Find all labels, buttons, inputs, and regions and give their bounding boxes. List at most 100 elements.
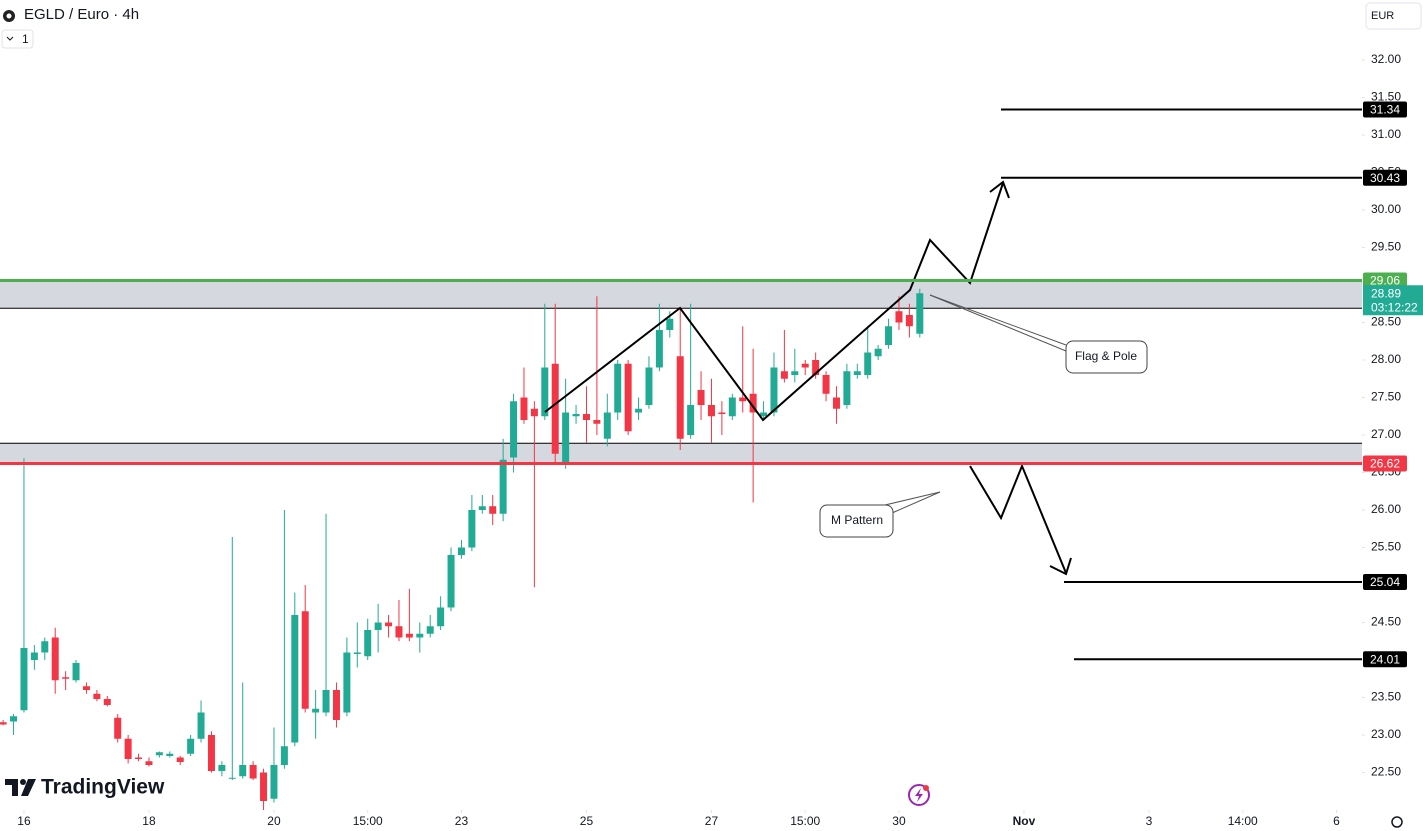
price-tag bbox=[1363, 651, 1407, 668]
candle-body bbox=[332, 690, 340, 720]
candle-body bbox=[114, 717, 122, 739]
candle-body bbox=[770, 367, 778, 413]
candle-body bbox=[624, 363, 632, 432]
collapse-label: 1 bbox=[22, 32, 29, 46]
x-tick-label: 16 bbox=[17, 814, 31, 828]
y-tick-label: 32.00 bbox=[1371, 52, 1401, 66]
candle-body bbox=[239, 765, 247, 777]
candle-body bbox=[645, 367, 653, 405]
price-tag-label: 29.06 bbox=[1370, 274, 1400, 288]
x-tick-label: 15:00 bbox=[353, 814, 383, 828]
y-tick-label: 30.00 bbox=[1371, 202, 1401, 216]
candle-body bbox=[291, 615, 299, 743]
candle-body bbox=[666, 318, 674, 330]
candle-body bbox=[187, 738, 195, 754]
x-tick-label: 15:00 bbox=[790, 814, 820, 828]
logo-mark bbox=[5, 779, 18, 796]
x-tick-label: 3 bbox=[1146, 814, 1153, 828]
candle-body bbox=[270, 765, 278, 799]
candle-body bbox=[301, 611, 309, 709]
candle-body bbox=[707, 405, 715, 417]
candle-body bbox=[478, 506, 486, 510]
candle-body bbox=[603, 412, 611, 439]
candles bbox=[0, 288, 924, 810]
candle-body bbox=[93, 693, 101, 699]
candle-body bbox=[822, 375, 830, 394]
candle-body bbox=[760, 412, 768, 417]
candle-body bbox=[791, 371, 799, 375]
candle-body bbox=[228, 777, 236, 779]
candle-body bbox=[739, 397, 747, 402]
candle-body bbox=[874, 348, 882, 357]
candle-body bbox=[343, 652, 351, 713]
candle-body bbox=[20, 648, 28, 711]
settings-icon[interactable] bbox=[1391, 816, 1403, 828]
currency-button[interactable] bbox=[1365, 2, 1422, 30]
candle-body bbox=[457, 547, 465, 555]
collapse-button[interactable] bbox=[1, 29, 34, 49]
y-tick-label: 27.00 bbox=[1371, 427, 1401, 441]
candle-body bbox=[905, 315, 913, 327]
event-icon[interactable] bbox=[908, 784, 930, 806]
zone bbox=[0, 443, 1362, 464]
flag-callout: Flag & Pole bbox=[929, 294, 1148, 374]
x-tick-label: 20 bbox=[267, 814, 281, 828]
candle-body bbox=[468, 510, 476, 548]
candle-body bbox=[395, 626, 403, 638]
zone bbox=[0, 280, 1362, 309]
candle-body bbox=[103, 699, 111, 705]
price-tag bbox=[1363, 169, 1407, 186]
candle-body bbox=[374, 622, 382, 630]
candle-body bbox=[541, 367, 549, 417]
price-tag-label: 26.62 bbox=[1370, 457, 1400, 471]
symbol-icon bbox=[6, 13, 12, 19]
candle-body bbox=[885, 326, 893, 345]
y-tick-label: 24.50 bbox=[1371, 615, 1401, 629]
candle-body bbox=[530, 408, 538, 417]
candle-body bbox=[676, 356, 684, 439]
candle-body bbox=[30, 652, 38, 660]
pointer bbox=[929, 294, 1067, 352]
candle-body bbox=[41, 641, 49, 653]
last-price-label: 28.89 bbox=[1371, 286, 1401, 300]
candle-body bbox=[749, 393, 757, 413]
candle-body bbox=[614, 363, 622, 413]
logo-mark bbox=[21, 779, 36, 796]
m-callout: M Pattern bbox=[819, 491, 941, 538]
candle-body bbox=[728, 397, 736, 417]
brand-logo: TradingView bbox=[5, 776, 165, 799]
candle-body bbox=[687, 405, 695, 435]
candle-body bbox=[832, 397, 840, 409]
candle-body bbox=[260, 772, 268, 801]
candle-body bbox=[405, 633, 413, 638]
event-dot bbox=[923, 785, 929, 791]
zones bbox=[0, 280, 1362, 464]
currency-label: EUR bbox=[1371, 10, 1394, 22]
arrow-head bbox=[989, 180, 1010, 199]
candle-body bbox=[801, 363, 809, 368]
price-tag-label: 31.34 bbox=[1370, 103, 1400, 117]
candle-body bbox=[197, 712, 205, 739]
y-tick-label: 23.00 bbox=[1371, 727, 1401, 741]
x-tick-label: 25 bbox=[580, 814, 594, 828]
candle-body bbox=[582, 414, 590, 420]
candle-body bbox=[364, 630, 372, 657]
candle-body bbox=[780, 371, 788, 379]
price-tag bbox=[1363, 101, 1407, 118]
y-tick-label: 28.50 bbox=[1371, 315, 1401, 329]
x-tick-label: 14:00 bbox=[1228, 814, 1258, 828]
callout-box bbox=[819, 504, 894, 538]
candle-body bbox=[416, 633, 424, 638]
levels bbox=[0, 108, 1362, 661]
candle-body bbox=[447, 555, 455, 608]
candle-body bbox=[864, 352, 872, 375]
pointer bbox=[929, 294, 1067, 346]
candle-body bbox=[895, 311, 903, 323]
candle-body bbox=[82, 686, 90, 690]
candle-body bbox=[145, 761, 153, 765]
symbol-title: EGLD / Euro · 4h bbox=[24, 6, 139, 23]
candle-body bbox=[312, 708, 320, 713]
event-icon bbox=[915, 788, 923, 802]
x-tick-label: 23 bbox=[455, 814, 469, 828]
callout-text: Flag & Pole bbox=[1075, 349, 1137, 363]
